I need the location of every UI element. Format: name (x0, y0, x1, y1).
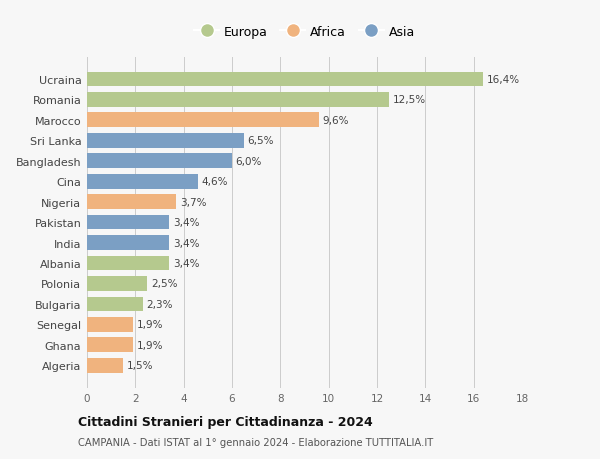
Bar (87, 317, 133, 332)
Bar (87, 276, 148, 291)
Bar (87, 93, 389, 107)
Bar (87, 256, 169, 271)
Text: 2,5%: 2,5% (151, 279, 178, 289)
Text: 3,4%: 3,4% (173, 258, 199, 269)
Bar (87, 134, 244, 148)
Text: 3,4%: 3,4% (173, 238, 199, 248)
Bar (87, 195, 176, 210)
Text: 9,6%: 9,6% (323, 116, 349, 126)
Bar (87, 297, 143, 312)
Text: CAMPANIA - Dati ISTAT al 1° gennaio 2024 - Elaborazione TUTTITALIA.IT: CAMPANIA - Dati ISTAT al 1° gennaio 2024… (78, 437, 433, 447)
Bar (87, 73, 484, 87)
Text: 12,5%: 12,5% (393, 95, 426, 105)
Bar (87, 215, 169, 230)
Bar (87, 154, 232, 169)
Legend: Europa, Africa, Asia: Europa, Africa, Asia (189, 21, 420, 44)
Text: 2,3%: 2,3% (146, 299, 173, 309)
Bar (87, 235, 169, 250)
Text: 1,9%: 1,9% (137, 340, 163, 350)
Bar (87, 338, 133, 353)
Text: 4,6%: 4,6% (202, 177, 228, 187)
Text: 3,4%: 3,4% (173, 218, 199, 228)
Text: 3,7%: 3,7% (180, 197, 206, 207)
Text: Cittadini Stranieri per Cittadinanza - 2024: Cittadini Stranieri per Cittadinanza - 2… (78, 415, 373, 428)
Text: 1,5%: 1,5% (127, 360, 154, 370)
Bar (87, 174, 198, 189)
Text: 6,5%: 6,5% (248, 136, 274, 146)
Text: 1,9%: 1,9% (137, 319, 163, 330)
Bar (87, 113, 319, 128)
Bar (87, 358, 123, 373)
Text: 16,4%: 16,4% (487, 75, 520, 85)
Text: 6,0%: 6,0% (236, 157, 262, 166)
